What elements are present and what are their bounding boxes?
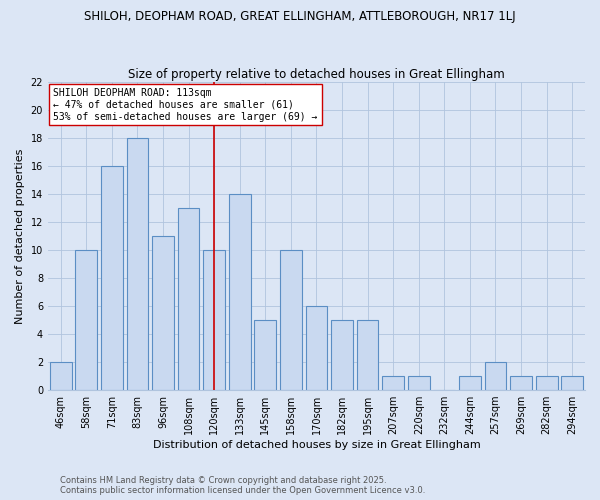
Bar <box>152 236 174 390</box>
Y-axis label: Number of detached properties: Number of detached properties <box>15 148 25 324</box>
Bar <box>408 376 430 390</box>
X-axis label: Distribution of detached houses by size in Great Ellingham: Distribution of detached houses by size … <box>152 440 481 450</box>
Bar <box>203 250 225 390</box>
Bar <box>76 250 97 390</box>
Bar <box>178 208 199 390</box>
Text: SHILOH, DEOPHAM ROAD, GREAT ELLINGHAM, ATTLEBOROUGH, NR17 1LJ: SHILOH, DEOPHAM ROAD, GREAT ELLINGHAM, A… <box>84 10 516 23</box>
Bar <box>357 320 379 390</box>
Bar <box>536 376 557 390</box>
Bar <box>382 376 404 390</box>
Bar <box>331 320 353 390</box>
Bar <box>305 306 328 390</box>
Text: Contains HM Land Registry data © Crown copyright and database right 2025.
Contai: Contains HM Land Registry data © Crown c… <box>60 476 425 495</box>
Bar <box>101 166 123 390</box>
Title: Size of property relative to detached houses in Great Ellingham: Size of property relative to detached ho… <box>128 68 505 81</box>
Bar <box>562 376 583 390</box>
Bar <box>485 362 506 390</box>
Text: SHILOH DEOPHAM ROAD: 113sqm
← 47% of detached houses are smaller (61)
53% of sem: SHILOH DEOPHAM ROAD: 113sqm ← 47% of det… <box>53 88 317 122</box>
Bar <box>50 362 71 390</box>
Bar <box>127 138 148 390</box>
Bar <box>459 376 481 390</box>
Bar <box>280 250 302 390</box>
Bar <box>510 376 532 390</box>
Bar <box>229 194 251 390</box>
Bar <box>254 320 276 390</box>
